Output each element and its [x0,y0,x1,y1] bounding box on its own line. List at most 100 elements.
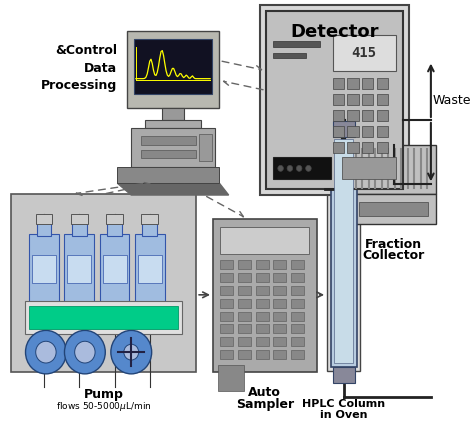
Bar [333,126,344,137]
Bar [273,299,286,308]
Circle shape [287,165,292,171]
Bar [107,222,122,236]
Bar [273,338,286,346]
Bar [347,142,358,153]
Bar [352,145,436,194]
Circle shape [36,341,56,363]
Circle shape [75,341,95,363]
Text: flows 50-5000$\mu$L/min: flows 50-5000$\mu$L/min [55,399,151,413]
Bar [220,273,233,282]
Bar [333,78,344,89]
Bar [220,299,233,308]
Bar [362,126,374,137]
Bar [220,312,233,321]
Bar [377,142,388,153]
Bar [273,350,286,359]
Bar [291,350,304,359]
Bar [145,120,201,128]
Bar [260,6,409,195]
Bar [162,108,184,120]
Bar [220,350,233,359]
Bar [138,255,162,283]
Text: Auto: Auto [248,386,281,399]
Bar [291,299,304,308]
Bar [64,234,94,312]
Bar [291,324,304,333]
Bar [377,110,388,121]
Bar [220,260,233,269]
Bar [291,312,304,321]
Bar [362,142,374,153]
Bar [333,367,355,383]
Bar [238,260,251,269]
Bar [342,157,396,179]
Bar [333,121,355,137]
Circle shape [124,344,139,360]
Bar [291,273,304,282]
Bar [255,324,269,333]
Bar [331,135,356,367]
Bar [347,78,358,89]
Text: &Control: &Control [55,44,118,57]
Bar [72,222,87,236]
Bar [67,255,91,283]
Bar [359,202,428,216]
Bar [273,286,286,295]
Bar [135,234,164,312]
Bar [220,324,233,333]
Text: Processing: Processing [41,79,118,92]
Bar [71,214,88,224]
Bar [291,338,304,346]
Text: Pump: Pump [83,388,123,401]
Bar [291,286,304,295]
Bar [255,260,269,269]
Bar [273,53,306,58]
Bar [238,350,251,359]
Bar [238,286,251,295]
Bar [255,286,269,295]
Bar [141,214,158,224]
Bar [142,222,157,236]
Bar [199,134,212,162]
Bar [134,39,212,94]
Circle shape [306,165,311,171]
Bar [100,234,129,312]
Bar [333,35,396,70]
Bar [220,227,310,254]
Bar [377,126,388,137]
Bar [127,31,219,108]
Bar [362,78,374,89]
Bar [291,260,304,269]
Bar [273,41,319,47]
Bar [238,338,251,346]
Text: Detector: Detector [290,23,379,41]
Polygon shape [118,183,228,195]
Bar [102,255,127,283]
Bar [29,234,59,312]
Text: Data: Data [84,62,118,75]
Bar [238,312,251,321]
Bar [255,350,269,359]
Bar [219,365,245,391]
Circle shape [64,330,105,374]
Bar [255,338,269,346]
Bar [273,312,286,321]
Bar [255,299,269,308]
Bar [32,255,56,283]
Bar [377,94,388,105]
Bar [273,260,286,269]
Text: Collector: Collector [363,249,425,262]
Bar [220,338,233,346]
Bar [327,131,360,371]
Bar [347,110,358,121]
Text: 415: 415 [352,46,377,60]
Text: Waste: Waste [433,94,471,107]
Text: HPLC Column: HPLC Column [302,399,385,409]
Text: Fraction: Fraction [365,237,422,251]
Bar [255,312,269,321]
Bar [255,273,269,282]
Text: Sampler: Sampler [236,398,294,410]
Bar [266,11,403,189]
Bar [213,219,317,372]
Bar [29,306,178,329]
